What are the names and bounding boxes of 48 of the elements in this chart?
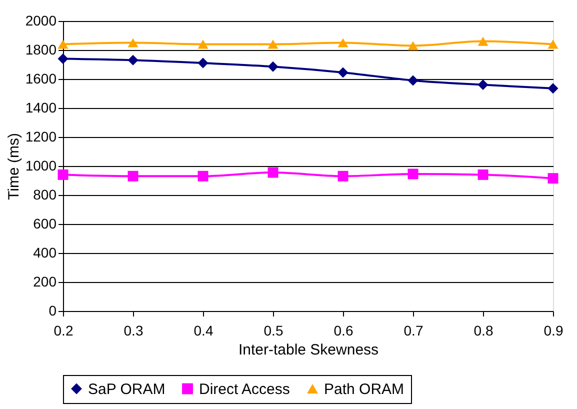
legend-label: Direct Access xyxy=(199,380,290,398)
point xyxy=(128,170,138,182)
point xyxy=(58,40,68,49)
y-tick-label: 1800 xyxy=(25,42,57,58)
y-tick-label: 400 xyxy=(33,244,57,260)
point xyxy=(268,61,278,72)
point xyxy=(268,167,278,178)
y-tick-label: 800 xyxy=(33,186,57,202)
y-tick-label: 2000 xyxy=(25,12,57,28)
x-tick-label: 0.7 xyxy=(404,322,424,338)
y-tick-label: 200 xyxy=(33,274,57,290)
point xyxy=(128,38,138,48)
point xyxy=(408,75,418,86)
x-tick-label: 0.5 xyxy=(264,322,284,338)
x-tick-label: 0.8 xyxy=(474,322,494,338)
point xyxy=(198,58,208,68)
point xyxy=(338,170,348,182)
legend-label: SaP ORAM xyxy=(88,380,166,398)
point xyxy=(198,170,208,182)
point xyxy=(58,53,68,64)
y-tick-label: 1600 xyxy=(25,70,57,86)
y-tick-label: 1000 xyxy=(25,158,57,174)
point xyxy=(268,40,278,49)
y-tick-label: 600 xyxy=(33,216,57,232)
x-tick-label: 0.9 xyxy=(544,322,564,338)
y-tick-label: 1400 xyxy=(25,100,57,116)
point xyxy=(478,169,488,180)
point xyxy=(478,80,488,90)
y-tick-label: 1200 xyxy=(25,128,57,144)
point xyxy=(478,36,488,46)
point xyxy=(338,67,348,78)
point xyxy=(408,168,418,180)
x-tick-label: 0.2 xyxy=(54,322,74,338)
point xyxy=(548,40,558,49)
x-tick-label: 0.3 xyxy=(124,322,144,338)
point xyxy=(338,38,348,48)
x-axis-title: Inter-table Skewness xyxy=(238,342,379,358)
point xyxy=(58,169,68,180)
point xyxy=(198,40,208,49)
point xyxy=(408,41,418,50)
x-tick-label: 0.4 xyxy=(194,322,214,338)
point xyxy=(548,83,558,94)
y-tick-label: 0 xyxy=(48,302,57,318)
legend-label: Path ORAM xyxy=(324,380,404,398)
point xyxy=(128,54,138,66)
x-tick-label: 0.6 xyxy=(334,322,354,338)
point xyxy=(548,173,558,184)
y-axis-title: Time (ms) xyxy=(5,133,22,200)
